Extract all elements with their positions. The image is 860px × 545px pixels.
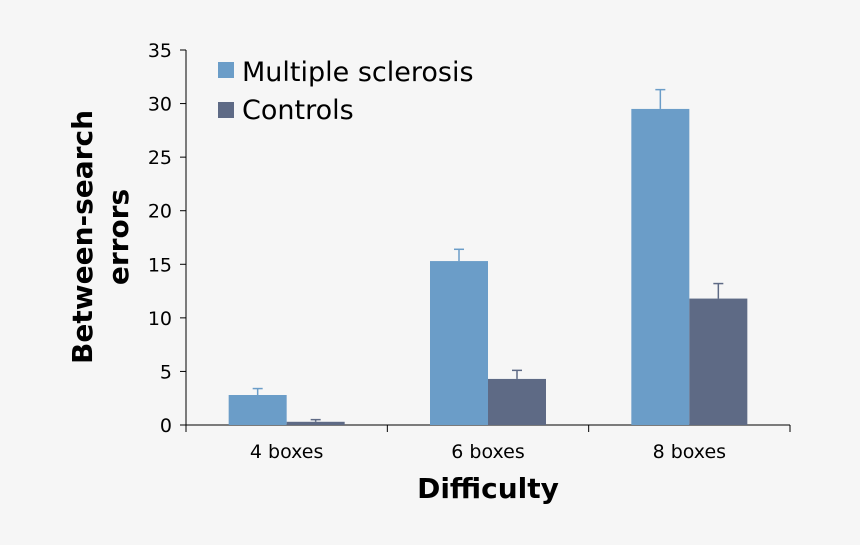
y-tick-label: 25 [148,147,172,169]
bar-multiple-sclerosis-6-boxes [430,261,488,425]
bar-controls-4-boxes [286,421,345,425]
y-tick-label: 35 [148,40,172,62]
y-axis-title-line-1: Between-search [66,110,99,364]
y-tick-label: 10 [148,308,172,330]
x-axis-title: Difficulty [417,472,559,505]
bar-controls-6-boxes [488,378,546,425]
x-axis: 4 boxes 6 boxes 8 boxes [185,424,791,463]
legend-swatch-controls [218,102,234,118]
y-axis-title: Between-search errors [66,110,135,364]
y-tick-label: 15 [148,254,172,276]
y-axis: 0 5 10 15 20 25 30 35 [148,40,187,437]
legend-label-controls: Controls [242,95,354,126]
bars [228,108,748,425]
bar-controls-8-boxes [689,298,748,425]
bar-multiple-sclerosis-8-boxes [631,108,690,425]
y-tick-label: 20 [148,201,172,223]
legend-label-multiple-sclerosis: Multiple sclerosis [242,57,474,88]
x-tick-label-8-boxes: 8 boxes [653,441,726,463]
y-tick-label: 5 [160,361,172,383]
y-axis-title-line-2: errors [102,189,135,285]
error-bars [252,88,724,422]
y-tick-label: 30 [148,94,172,116]
y-tick-label: 0 [160,415,172,437]
legend: Multiple sclerosis Controls [218,57,474,126]
x-tick-label-6-boxes: 6 boxes [451,441,524,463]
legend-swatch-multiple-sclerosis [218,62,234,78]
bar-multiple-sclerosis-4-boxes [228,395,287,425]
x-tick-label-4-boxes: 4 boxes [250,441,323,463]
